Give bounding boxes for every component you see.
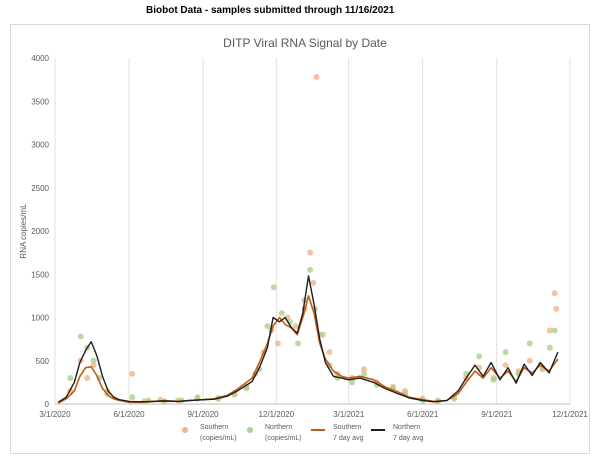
data-point <box>546 344 553 351</box>
data-point <box>264 323 271 330</box>
y-tick-label: 3000 <box>31 141 49 150</box>
y-tick-label: 3500 <box>31 97 49 106</box>
chart-title: DITP Viral RNA Signal by Date <box>223 36 387 50</box>
series-line <box>57 275 559 403</box>
x-tick-label: 12/1/2021 <box>552 410 588 419</box>
data-point <box>274 340 281 347</box>
data-point <box>67 375 74 382</box>
data-point <box>77 333 84 340</box>
x-tick-label: 9/1/2021 <box>481 410 513 419</box>
chart-caption: Biobot Data - samples submitted through … <box>146 5 395 16</box>
data-point <box>243 385 250 392</box>
data-point <box>90 362 97 369</box>
x-tick-label: 12/1/2020 <box>258 410 294 419</box>
axis-layer: 3/1/2020 6/1/2020 9/1/2020 12/1/2020 3/1/202… <box>31 54 588 419</box>
series-line <box>57 295 559 404</box>
x-tick-label: 3/1/2021 <box>333 410 365 419</box>
legend-label: 7 day avg <box>333 435 363 442</box>
y-tick-label: 2000 <box>31 227 49 236</box>
data-point <box>295 340 302 347</box>
data-point <box>292 323 299 330</box>
legend-label: 7 day avg <box>393 435 423 442</box>
y-tick-label: 0 <box>45 400 50 409</box>
data-point <box>270 284 277 291</box>
data-point <box>361 366 367 373</box>
legend-label: Southern <box>333 424 362 431</box>
y-tick-label: 2500 <box>31 184 49 193</box>
data-point <box>502 349 509 356</box>
data-point <box>551 290 558 297</box>
data-point <box>502 362 509 369</box>
legend-label: (copies/mL) <box>200 435 237 442</box>
chart-legend: Southern (copies/mL) Northern (copies/mL) So… <box>182 424 423 442</box>
data-point <box>476 353 483 360</box>
x-tick-label: 6/1/2020 <box>113 410 145 419</box>
y-tick-label: 4000 <box>31 54 49 63</box>
points-layer <box>67 74 560 405</box>
x-tick-label: 9/1/2020 <box>187 410 219 419</box>
legend-label: Southern <box>200 424 229 431</box>
data-point <box>348 379 355 386</box>
data-point <box>551 327 558 334</box>
data-point <box>310 279 317 286</box>
data-point <box>278 310 285 317</box>
data-point <box>90 357 97 364</box>
data-point <box>129 370 136 377</box>
data-point <box>553 305 560 312</box>
lines-layer <box>57 275 559 404</box>
legend-label: Northern <box>393 424 420 431</box>
data-point <box>313 74 320 81</box>
data-point <box>526 340 533 347</box>
y-axis-title: RNA copies/mL <box>19 203 28 259</box>
data-point <box>361 370 367 377</box>
x-tick-label: 6/1/2021 <box>407 410 439 419</box>
legend-label: Northern <box>265 424 292 431</box>
legend-swatch <box>247 427 253 433</box>
grid-layer <box>54 58 571 404</box>
data-point <box>84 375 91 382</box>
y-tick-label: 500 <box>36 357 50 366</box>
data-point <box>526 357 533 364</box>
legend-swatch <box>182 427 188 433</box>
data-point <box>307 266 314 273</box>
legend-label: (copies/mL) <box>265 435 302 442</box>
x-tick-label: 3/1/2020 <box>39 410 71 419</box>
y-tick-label: 1500 <box>31 270 49 279</box>
data-point <box>546 327 553 334</box>
data-point <box>129 394 136 401</box>
data-point <box>490 376 497 383</box>
y-tick-label: 1000 <box>31 314 49 323</box>
data-point <box>307 249 314 256</box>
data-point <box>326 349 333 356</box>
